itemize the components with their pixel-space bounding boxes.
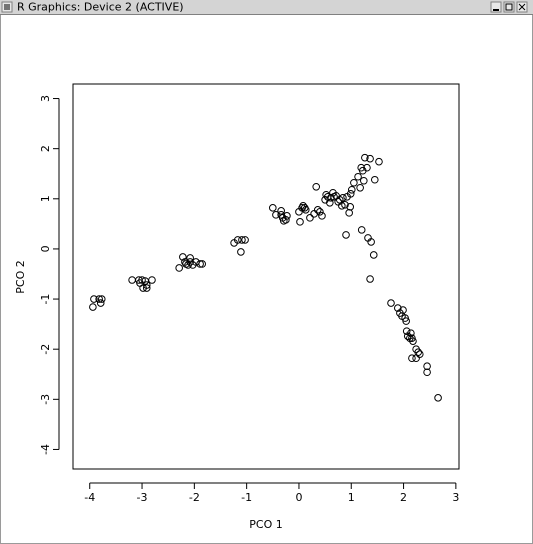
x-tick-label: -3 [137,491,148,504]
x-tick-label: 3 [452,491,459,504]
close-button[interactable] [516,1,528,13]
point [423,368,431,377]
point [306,214,314,222]
x-tick-label: 0 [295,491,302,504]
point [90,295,98,303]
point [312,182,321,191]
y-tick-label: 0 [39,245,52,252]
point [301,206,310,214]
point [347,185,356,194]
x-tick-label: 1 [348,491,355,504]
point [95,295,103,303]
point [96,299,105,307]
point [363,163,371,172]
point [268,204,277,212]
maximize-button[interactable] [503,1,515,13]
point [369,251,378,259]
point [175,264,183,272]
point [408,354,416,363]
point [186,254,194,262]
point [360,176,368,185]
minimize-button[interactable] [490,1,502,13]
point [298,204,306,212]
point [357,226,366,234]
x-tick-label: -1 [241,491,252,504]
point [277,207,285,215]
window-title: R Graphics: Device 2 (ACTIVE) [17,1,184,14]
point [354,172,362,181]
point [326,199,334,207]
point [296,218,304,226]
point [423,362,431,371]
point [282,216,290,224]
menu-icon[interactable] [1,1,13,13]
point [412,354,420,363]
y-axis-label: PCO 2 [14,260,27,293]
point [402,317,410,325]
point [237,248,245,256]
point [399,306,407,314]
point [366,154,374,163]
point [241,236,249,244]
point [316,208,324,216]
point [346,189,355,198]
point [394,304,402,312]
point [366,275,374,283]
x-tick-label: -2 [189,491,200,504]
y-tick-label: 1 [39,195,52,202]
point [341,201,349,209]
point [407,329,415,337]
point [283,212,291,220]
point [182,260,190,268]
point [361,153,369,162]
point [238,236,246,244]
point [387,299,395,307]
point [198,260,206,268]
point [327,193,335,202]
point [313,206,322,214]
point [370,175,379,184]
point [142,284,151,292]
point [356,183,364,192]
point [350,178,358,187]
point [367,238,375,246]
point [346,203,355,211]
title-bar [0,0,533,14]
y-tick-label: -4 [39,444,52,455]
point [196,260,204,268]
point [338,202,346,210]
point [339,193,347,202]
plot-box [72,83,460,470]
x-tick-label: 2 [400,491,407,504]
point [136,279,144,287]
y-tick-label: -1 [39,294,52,305]
point [148,276,156,284]
point [97,295,106,303]
y-tick-label: -2 [39,344,52,355]
x-tick-label: -4 [84,491,95,504]
point [179,253,187,261]
point [89,303,97,311]
x-axis-label: PCO 1 [249,518,282,531]
point [434,394,442,402]
y-tick-label: -3 [39,394,52,405]
point [409,337,417,345]
point [342,231,350,239]
point [272,211,280,219]
point [318,212,326,220]
y-tick-label: 2 [39,145,52,152]
point [402,327,411,335]
y-tick-label: 3 [39,95,52,102]
point [375,157,383,166]
point [233,236,242,244]
